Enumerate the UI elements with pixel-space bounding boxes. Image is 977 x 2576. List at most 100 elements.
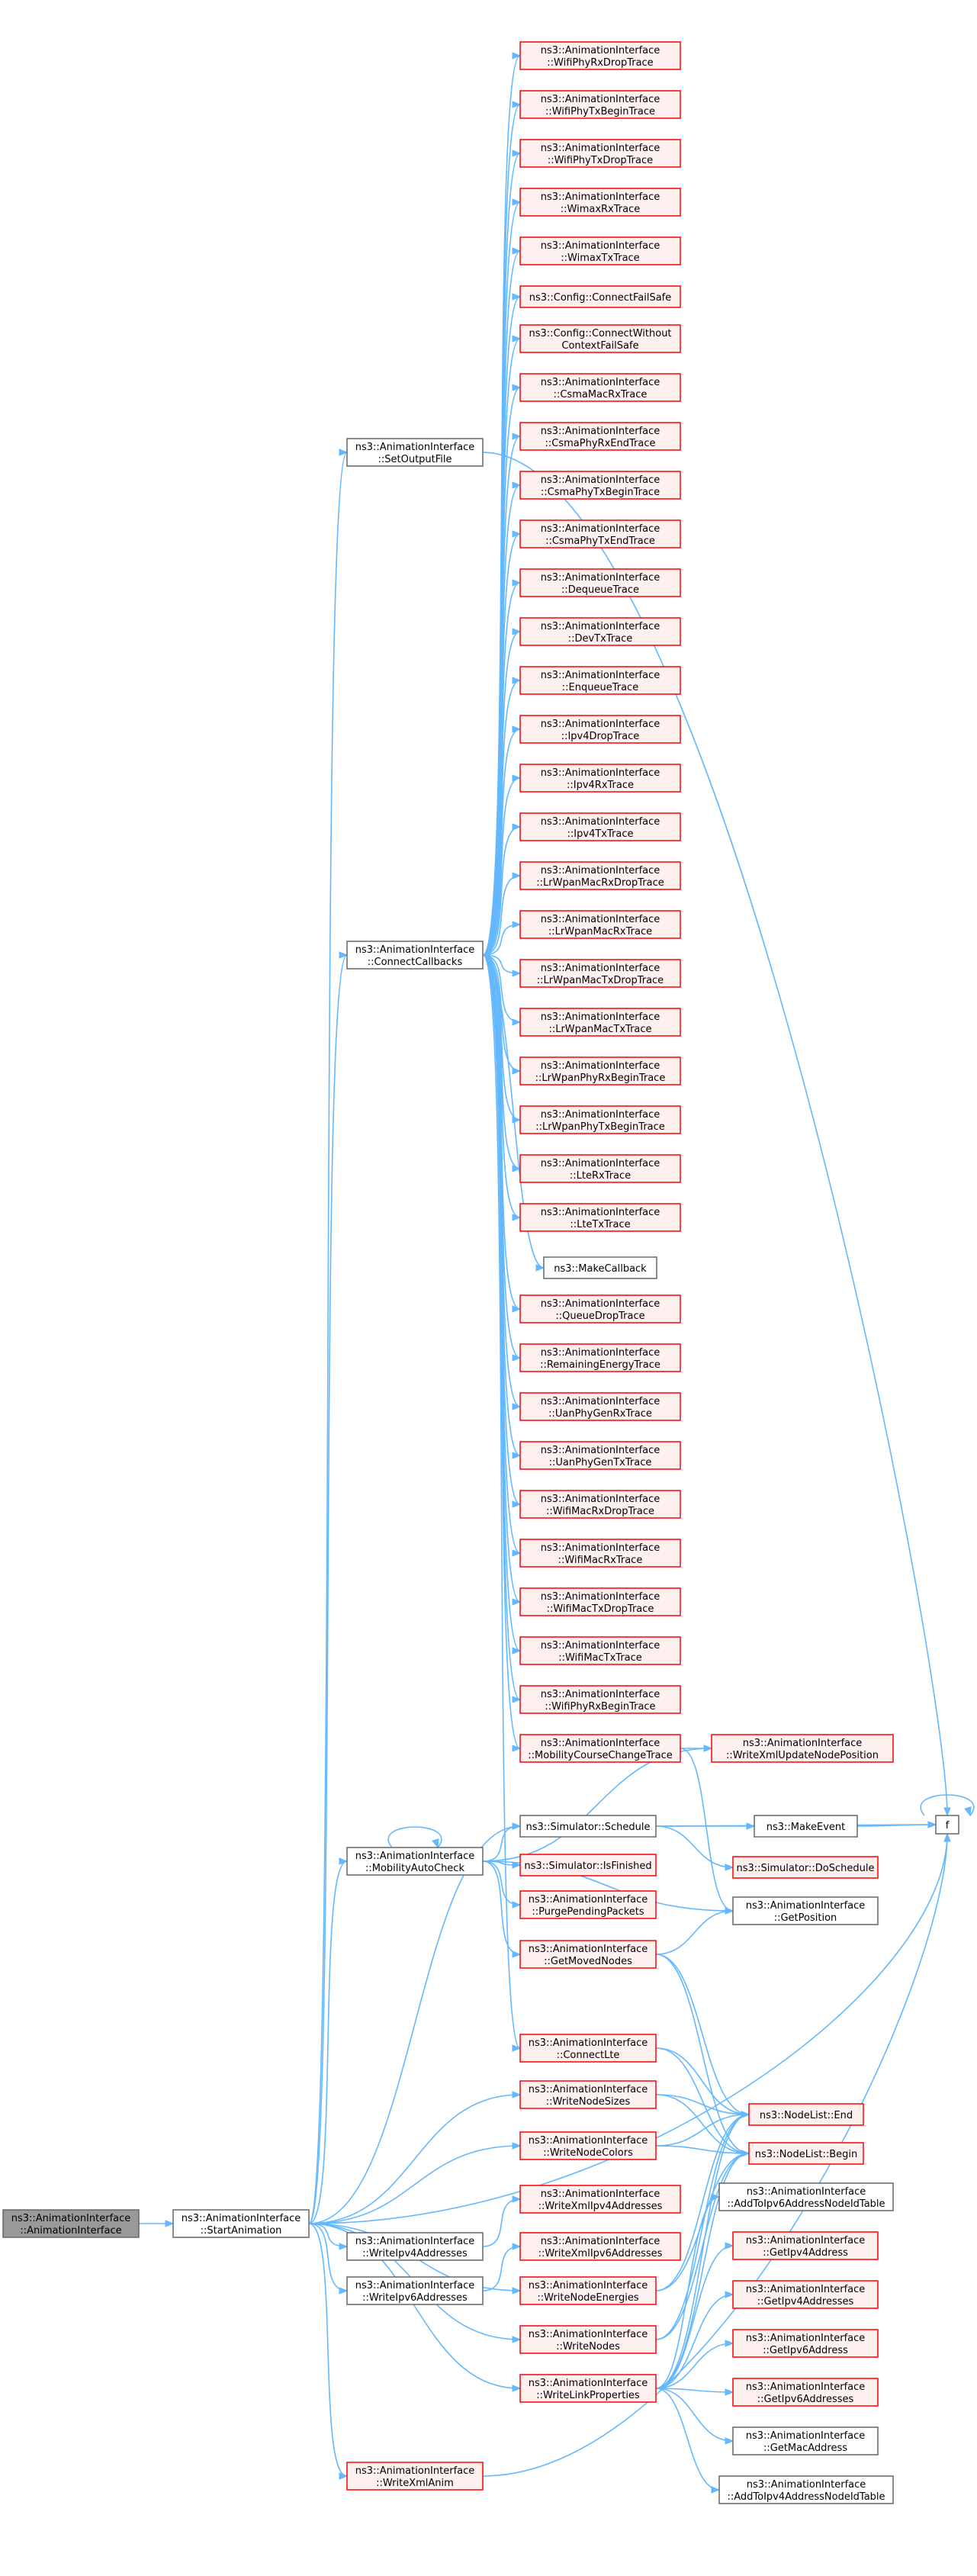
graph-node-c35[interactable]: ns3::AnimationInterface::WifiPhyRxBeginT…	[519, 1685, 681, 1714]
graph-node-c29[interactable]: ns3::AnimationInterface::UanPhyGenRxTrac…	[519, 1392, 681, 1421]
graph-node-setout[interactable]: ns3::AnimationInterface::SetOutputFile	[346, 438, 484, 467]
graph-node-c11[interactable]: ns3::AnimationInterface::CsmaPhyTxEndTra…	[519, 519, 681, 548]
graph-node-c23[interactable]: ns3::AnimationInterface::LrWpanPhyTxBegi…	[519, 1105, 681, 1134]
node-label-line: ::WriteNodeSizes	[546, 2096, 631, 2108]
node-label-line: ::CsmaPhyTxEndTrace	[545, 535, 655, 547]
graph-node-c09[interactable]: ns3::AnimationInterface::CsmaPhyRxEndTra…	[519, 422, 681, 451]
node-label-line: ContextFailSafe	[561, 340, 638, 352]
graph-node-connlte[interactable]: ns3::AnimationInterface::ConnectLte	[519, 2034, 657, 2063]
graph-node-nlend[interactable]: ns3::NodeList::End	[748, 2103, 864, 2126]
node-label-line: ::RemainingEnergyTrace	[540, 1359, 660, 1371]
node-label-line: ns3::AnimationInterface	[541, 1109, 660, 1121]
node-label-line: ::WriteXmlIpv6Addresses	[538, 2248, 663, 2259]
graph-node-start[interactable]: ns3::AnimationInterface::StartAnimation	[172, 2209, 310, 2238]
call-edge-conncb-to-c19	[482, 921, 522, 956]
node-label-line: ::SetOutputFile	[378, 454, 452, 465]
node-label-line: ns3::AnimationInterface	[541, 767, 660, 779]
call-edge-conncb-to-connlte	[482, 954, 522, 2052]
graph-node-simfin[interactable]: ns3::Simulator::IsFinished	[519, 1854, 657, 1877]
node-label-line: ::AddToIpv6AddressNodeIdTable	[727, 2198, 885, 2210]
graph-node-getipv4a[interactable]: ns3::AnimationInterface::GetIpv4Address	[732, 2231, 879, 2260]
graph-node-wipv6[interactable]: ns3::AnimationInterface::WriteIpv6Addres…	[346, 2276, 484, 2305]
graph-node-wxipv4[interactable]: ns3::AnimationInterface::WriteXmlIpv4Add…	[519, 2185, 681, 2214]
graph-node-getpos[interactable]: ns3::AnimationInterface::GetPosition	[732, 1896, 879, 1925]
graph-node-c24[interactable]: ns3::AnimationInterface::LteRxTrace	[519, 1154, 681, 1183]
graph-node-c15[interactable]: ns3::AnimationInterface::Ipv4DropTrace	[519, 715, 681, 744]
graph-node-wlink[interactable]: ns3::AnimationInterface::WriteLinkProper…	[519, 2374, 657, 2403]
graph-node-nlbegin[interactable]: ns3::NodeList::Begin	[748, 2142, 864, 2165]
graph-node-c20[interactable]: ns3::AnimationInterface::LrWpanMacTxDrop…	[519, 959, 681, 988]
graph-node-wxupd[interactable]: ns3::AnimationInterface::WriteXmlUpdateN…	[711, 1734, 894, 1763]
graph-node-wipv4[interactable]: ns3::AnimationInterface::WriteIpv4Addres…	[346, 2232, 484, 2261]
graph-node-mob[interactable]: ns3::AnimationInterface::MobilityAutoChe…	[346, 1847, 484, 1876]
graph-node-getipv6as[interactable]: ns3::AnimationInterface::GetIpv6Addresse…	[732, 2378, 879, 2407]
graph-node-wenergies[interactable]: ns3::AnimationInterface::WriteNodeEnergi…	[519, 2276, 657, 2305]
node-label-line: ns3::AnimationInterface	[541, 191, 660, 203]
graph-node-root[interactable]: ns3::AnimationInterface::AnimationInterf…	[2, 2209, 140, 2238]
node-label-line: ns3::AnimationInterface	[541, 816, 660, 828]
node-label-line: ns3::AnimationInterface	[541, 670, 660, 681]
graph-node-f[interactable]: f	[935, 1815, 959, 1835]
graph-node-getipv6a[interactable]: ns3::AnimationInterface::GetIpv6Address	[732, 2329, 879, 2358]
graph-node-c16[interactable]: ns3::AnimationInterface::Ipv4RxTrace	[519, 764, 681, 793]
graph-node-c10[interactable]: ns3::AnimationInterface::CsmaPhyTxBeginT…	[519, 471, 681, 500]
graph-node-wcolors[interactable]: ns3::AnimationInterface::WriteNodeColors	[519, 2131, 657, 2160]
node-label-line: ::GetIpv6Addresses	[757, 2394, 854, 2405]
graph-node-c06[interactable]: ns3::Config::ConnectFailSafe	[519, 285, 681, 308]
graph-node-conncb[interactable]: ns3::AnimationInterface::ConnectCallback…	[346, 941, 484, 970]
graph-node-c32[interactable]: ns3::AnimationInterface::WifiMacRxTrace	[519, 1539, 681, 1568]
graph-node-c33[interactable]: ns3::AnimationInterface::WifiMacTxDropTr…	[519, 1587, 681, 1616]
node-label-line: ns3::Config::ConnectFailSafe	[529, 292, 672, 304]
graph-node-c05[interactable]: ns3::AnimationInterface::WimaxTxTrace	[519, 236, 681, 265]
graph-node-c01[interactable]: ns3::AnimationInterface::WifiPhyRxDropTr…	[519, 41, 681, 70]
graph-node-c08[interactable]: ns3::AnimationInterface::CsmaMacRxTrace	[519, 373, 681, 402]
call-edge-wlink-to-getipv4a	[655, 2242, 734, 2389]
graph-node-c14[interactable]: ns3::AnimationInterface::EnqueueTrace	[519, 666, 681, 695]
call-edge-mct-to-getpos	[680, 1748, 734, 1915]
graph-node-getmac[interactable]: ns3::AnimationInterface::GetMacAddress	[732, 2426, 879, 2455]
graph-node-c28[interactable]: ns3::AnimationInterface::RemainingEnergy…	[519, 1343, 681, 1372]
graph-node-c02[interactable]: ns3::AnimationInterface::WifiPhyTxBeginT…	[519, 90, 681, 119]
node-label-line: ns3::AnimationInterface	[529, 2135, 648, 2147]
node-label-line: ns3::AnimationInterface	[355, 1851, 475, 1862]
graph-node-c17[interactable]: ns3::AnimationInterface::Ipv4TxTrace	[519, 812, 681, 841]
graph-node-c30[interactable]: ns3::AnimationInterface::UanPhyGenTxTrac…	[519, 1441, 681, 1470]
graph-node-wxanim[interactable]: ns3::AnimationInterface::WriteXmlAnim	[346, 2462, 484, 2491]
graph-node-c19[interactable]: ns3::AnimationInterface::LrWpanMacRxTrac…	[519, 910, 681, 939]
graph-node-addipv4[interactable]: ns3::AnimationInterface::AddToIpv4Addres…	[718, 2475, 894, 2504]
graph-node-wnodes[interactable]: ns3::AnimationInterface::WriteNodes	[519, 2325, 657, 2354]
graph-node-dosched[interactable]: ns3::Simulator::DoSchedule	[732, 1856, 879, 1879]
node-label-line: ns3::AnimationInterface	[541, 1298, 660, 1310]
graph-node-c34[interactable]: ns3::AnimationInterface::WifiMacTxTrace	[519, 1636, 681, 1665]
node-label-line: ns3::AnimationInterface	[529, 2378, 648, 2389]
graph-node-c12[interactable]: ns3::AnimationInterface::DequeueTrace	[519, 568, 681, 597]
graph-node-simsch[interactable]: ns3::Simulator::Schedule	[519, 1815, 657, 1838]
graph-node-getmoved[interactable]: ns3::AnimationInterface::GetMovedNodes	[519, 1940, 657, 1969]
node-label-line: ::WriteXmlIpv4Addresses	[538, 2201, 663, 2212]
node-label-line: ns3::Simulator::Schedule	[525, 1822, 650, 1833]
graph-node-c07[interactable]: ns3::Config::ConnectWithoutContextFailSa…	[519, 324, 681, 353]
graph-node-mkevent[interactable]: ns3::MakeEvent	[754, 1815, 858, 1838]
graph-node-wsizes[interactable]: ns3::AnimationInterface::WriteNodeSizes	[519, 2080, 657, 2109]
graph-node-purge[interactable]: ns3::AnimationInterface::PurgePendingPac…	[519, 1890, 657, 1919]
node-label-line: ::QueueDropTrace	[555, 1311, 644, 1322]
call-edge-wxanim-to-f	[482, 1832, 951, 2477]
graph-node-c03[interactable]: ns3::AnimationInterface::WifiPhyTxDropTr…	[519, 139, 681, 168]
graph-node-c21[interactable]: ns3::AnimationInterface::LrWpanMacTxTrac…	[519, 1008, 681, 1037]
graph-node-c26[interactable]: ns3::MakeCallback	[543, 1256, 657, 1279]
graph-node-c31[interactable]: ns3::AnimationInterface::WifiMacRxDropTr…	[519, 1490, 681, 1519]
call-edge-mob-to-wxupd	[482, 1745, 713, 1862]
graph-node-c25[interactable]: ns3::AnimationInterface::LteTxTrace	[519, 1203, 681, 1232]
node-label-line: ::CsmaMacRxTrace	[554, 389, 648, 400]
graph-node-addipv6[interactable]: ns3::AnimationInterface::AddToIpv6Addres…	[718, 2182, 894, 2211]
graph-node-c18[interactable]: ns3::AnimationInterface::LrWpanMacRxDrop…	[519, 861, 681, 890]
graph-node-c13[interactable]: ns3::AnimationInterface::DevTxTrace	[519, 617, 681, 646]
graph-node-wxipv6[interactable]: ns3::AnimationInterface::WriteXmlIpv6Add…	[519, 2232, 681, 2261]
graph-node-c22[interactable]: ns3::AnimationInterface::LrWpanPhyRxBegi…	[519, 1056, 681, 1085]
node-label-line: ::EnqueueTrace	[562, 682, 638, 693]
graph-node-c04[interactable]: ns3::AnimationInterface::WimaxRxTrace	[519, 188, 681, 217]
graph-node-c27[interactable]: ns3::AnimationInterface::QueueDropTrace	[519, 1294, 681, 1323]
graph-node-mct[interactable]: ns3::AnimationInterface::MobilityCourseC…	[519, 1734, 681, 1763]
graph-node-getipv4as[interactable]: ns3::AnimationInterface::GetIpv4Addresse…	[732, 2280, 879, 2309]
